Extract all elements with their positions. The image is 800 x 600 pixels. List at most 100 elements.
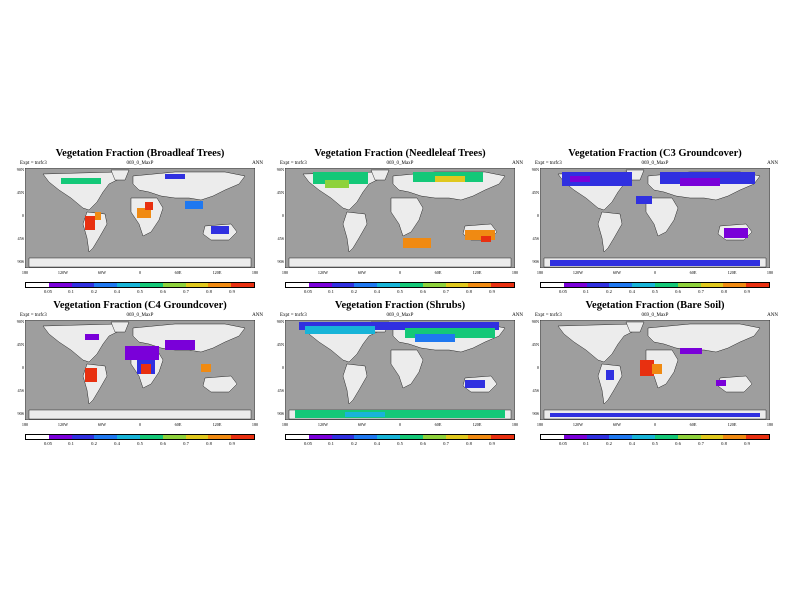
colorbar-label: 0.4 [629,289,635,294]
colorbar-label: 0.9 [489,441,495,446]
lon-tick: 180 [251,270,259,275]
lon-tick: 60E [174,270,182,275]
colorbar-label: 0.8 [206,289,212,294]
world-map [540,320,770,420]
colorbar-label: 0.4 [114,289,120,294]
colorbar [285,282,515,288]
expt-label: Expt = tnrfc3 [20,313,47,318]
colorbar-label: 0.6 [160,441,166,446]
lat-tick: 45N [16,190,24,195]
lon-tick: 120W [572,270,584,275]
colorbar-label: 0.4 [629,441,635,446]
colorbar-label: 0.1 [68,441,74,446]
lat-tick: 45S [17,236,24,241]
lon-tick: 180 [281,422,289,427]
colorbar-label: 0.05 [43,441,53,446]
lat-tick: 90N [16,319,24,324]
lat-tick: 45S [277,388,284,393]
colorbar-label: 0.05 [558,441,568,446]
expt-label: Expt = tnrfc3 [280,313,307,318]
colorbar-label: 0.9 [229,289,235,294]
lat-tick: 90S [532,411,539,416]
lon-tick: 0 [653,422,657,427]
lon-tick: 60E [689,422,697,427]
lon-tick: 180 [21,270,29,275]
lon-tick: 120E [472,270,482,275]
colorbar-label: 0.1 [328,289,334,294]
colorbar-label: 0.5 [397,289,403,294]
lat-tick: 90N [276,167,284,172]
colorbar-label: 0.05 [558,289,568,294]
colorbar-label: 0.7 [698,289,704,294]
season-label: ANN [252,313,263,318]
map-panel-c4-groundcover: Vegetation Fraction (C4 Groundcover) Exp… [15,300,265,470]
colorbar [285,434,515,440]
lon-tick: 60W [357,270,367,275]
colorbar-label: 0.6 [675,289,681,294]
c3-overlay [550,172,760,266]
lon-tick: 120E [212,422,222,427]
lon-tick: 120W [317,422,329,427]
lat-tick: 90N [16,167,24,172]
lon-tick: 0 [138,270,142,275]
shrubs-overlay [295,322,505,418]
lon-tick: 60E [434,422,442,427]
case-label: 069_0_MaxP [386,161,414,166]
lat-tick: 90S [17,411,24,416]
needleleaf-overlay [313,172,495,248]
colorbar-label: 0.4 [374,441,380,446]
lat-tick: 45N [16,342,24,347]
colorbar-label: 0.7 [443,289,449,294]
lon-tick: 60E [689,270,697,275]
lat-tick: 0 [21,365,24,370]
colorbar-label: 0.1 [328,441,334,446]
colorbar-label: 0.5 [137,289,143,294]
lon-tick: 180 [766,422,774,427]
panel-title: Vegetation Fraction (C3 Groundcover) [568,148,742,159]
panel-title: Vegetation Fraction (Needleleaf Trees) [314,148,486,159]
map-panel-broadleaf-trees: Vegetation Fraction (Broadleaf Trees) Ex… [15,148,265,318]
lat-tick: 45S [532,236,539,241]
lon-tick: 60W [612,422,622,427]
colorbar-label: 0.1 [583,441,589,446]
lon-tick: 180 [251,422,259,427]
lat-tick: 90S [532,259,539,264]
world-map [25,168,255,268]
lon-tick: 60W [357,422,367,427]
lat-tick: 45S [17,388,24,393]
lon-tick: 180 [536,422,544,427]
colorbar-label: 0.6 [420,441,426,446]
colorbar-label: 0.9 [744,289,750,294]
panel-title: Vegetation Fraction (C4 Groundcover) [53,300,227,311]
colorbar-label: 0.2 [91,441,97,446]
colorbar-label: 0.8 [466,289,472,294]
world-map [285,320,515,420]
lon-tick: 60W [97,270,107,275]
lon-tick: 120W [57,422,69,427]
map-panel-bare-soil: Vegetation Fraction (Bare Soil) Expt = t… [530,300,780,470]
lat-tick: 45N [276,342,284,347]
lat-tick: 45S [532,388,539,393]
lat-tick: 90N [276,319,284,324]
colorbar-label: 0.9 [489,289,495,294]
colorbar-label: 0.5 [397,441,403,446]
colorbar-label: 0.8 [721,441,727,446]
broadleaf-overlay [61,174,229,234]
lon-tick: 120E [212,270,222,275]
colorbar-label: 0.2 [351,289,357,294]
lon-tick: 0 [398,270,402,275]
season-label: ANN [767,161,778,166]
colorbar-label: 0.5 [652,289,658,294]
lon-tick: 60W [612,270,622,275]
colorbar-label: 0.9 [229,441,235,446]
lon-tick: 60W [97,422,107,427]
expt-label: Expt = tnrfc3 [280,161,307,166]
map-panel-shrubs: Vegetation Fraction (Shrubs) Expt = tnrf… [275,300,525,470]
lat-tick: 0 [536,365,539,370]
lon-tick: 120E [472,422,482,427]
colorbar-label: 0.4 [114,441,120,446]
lat-tick: 0 [281,213,284,218]
lon-tick: 120E [727,270,737,275]
lon-tick: 0 [653,270,657,275]
case-label: 069_0_MaxP [386,313,414,318]
